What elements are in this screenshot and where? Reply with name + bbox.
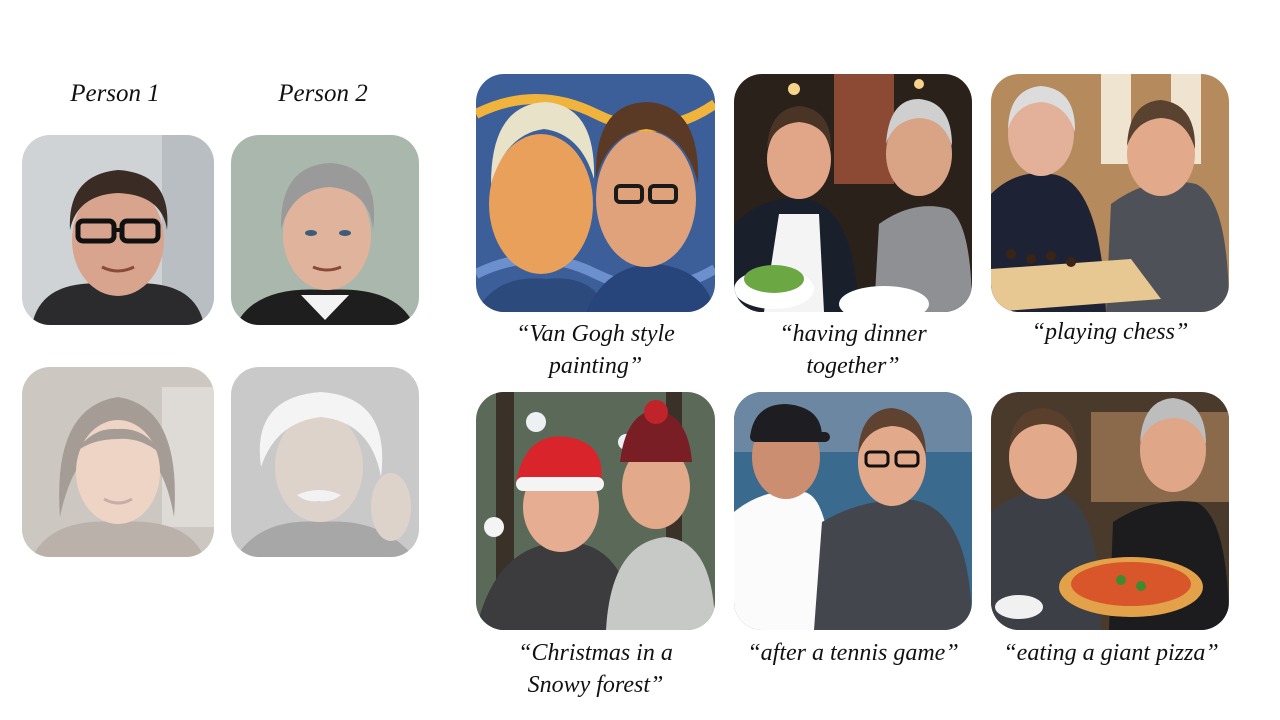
caption-line: “playing chess” [1031, 319, 1189, 345]
playing-chess-image [991, 74, 1229, 312]
caption-line: “Van Gogh style [516, 321, 675, 347]
caption-line: painting” [548, 353, 643, 379]
caption-tennis: “after a tennis game” [724, 637, 982, 669]
caption-line: “having dinner [779, 321, 927, 347]
person4-portrait-photo [231, 367, 419, 557]
person3-portrait-photo [22, 367, 214, 557]
caption-line: “eating a giant pizza” [1003, 640, 1219, 666]
caption-christmas: “Christmas in a Snowy forest” [476, 637, 715, 701]
christmas-snowy-forest-image [476, 392, 715, 630]
person1-label: Person 1 [70, 80, 160, 107]
caption-line: together” [806, 353, 900, 379]
having-dinner-image [734, 74, 972, 312]
person2-label: Person 2 [278, 80, 368, 107]
eating-giant-pizza-image [991, 392, 1229, 630]
caption-line: Snowy forest” [527, 672, 664, 698]
caption-having-dinner: “having dinner together” [734, 318, 972, 382]
caption-line: “after a tennis game” [747, 640, 959, 666]
caption-playing-chess: “playing chess” [991, 316, 1229, 348]
person2-portrait-photo [231, 135, 419, 325]
person1-portrait-photo [22, 135, 214, 325]
van-gogh-painting-image [476, 74, 715, 312]
caption-van-gogh: “Van Gogh style painting” [476, 318, 715, 382]
after-tennis-game-image [734, 392, 972, 630]
caption-pizza: “eating a giant pizza” [981, 637, 1241, 669]
caption-line: “Christmas in a [518, 640, 673, 666]
